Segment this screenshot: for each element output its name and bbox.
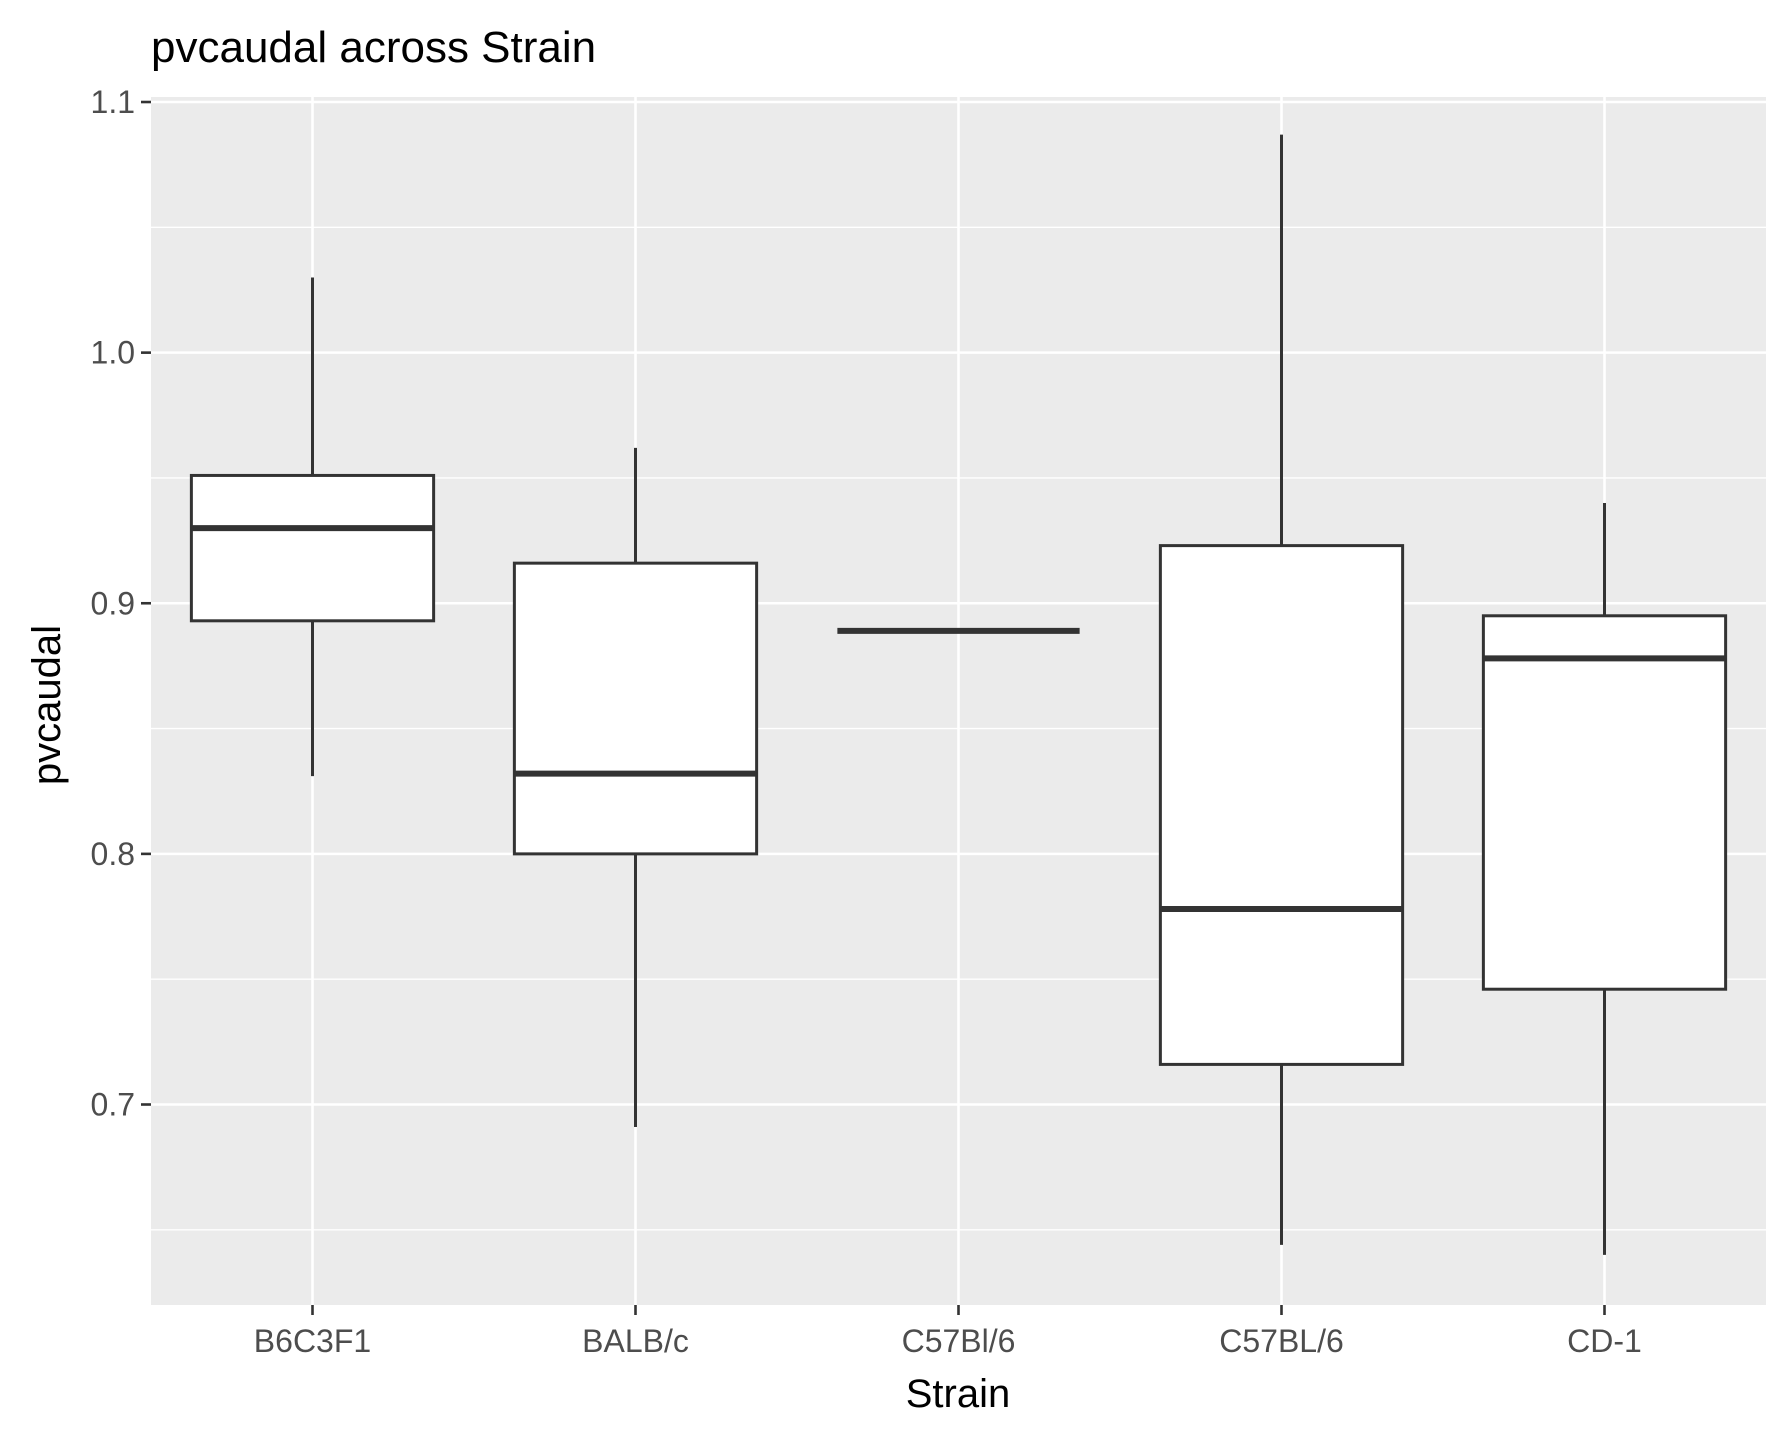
y-tick-label: 0.9 (91, 585, 135, 621)
x-axis: B6C3F1 BALB/c C57Bl/6 C57BL/6 CD-1 (254, 1305, 1642, 1359)
y-tick-label: 0.8 (91, 836, 135, 872)
x-tick-label: C57Bl/6 (902, 1323, 1016, 1359)
box-b6c3f1 (189, 277, 436, 777)
x-tick-label: CD-1 (1567, 1323, 1642, 1359)
box-balb-c (512, 447, 759, 1128)
x-axis-title: Strain (906, 1372, 1011, 1416)
box-c57bl-6 (1158, 134, 1405, 1245)
box-iqr (189, 473, 436, 623)
x-tick-label: C57BL/6 (1219, 1323, 1344, 1359)
y-axis: 0.7 0.8 0.9 1.0 1.1 (91, 84, 151, 1123)
y-tick-label: 1.0 (91, 335, 135, 371)
box-iqr (512, 561, 759, 856)
x-tick-label: BALB/c (582, 1323, 689, 1359)
box-iqr (1158, 544, 1405, 1066)
chart-title: pvcaudal across Strain (151, 23, 596, 72)
y-axis-title: pvcaudal (25, 625, 69, 785)
y-tick-label: 0.7 (91, 1087, 135, 1123)
box-iqr (1481, 614, 1728, 991)
box-cd-1 (1481, 503, 1728, 1255)
boxes (189, 134, 1728, 1255)
y-tick-label: 1.1 (91, 84, 135, 120)
x-tick-label: B6C3F1 (254, 1323, 371, 1359)
